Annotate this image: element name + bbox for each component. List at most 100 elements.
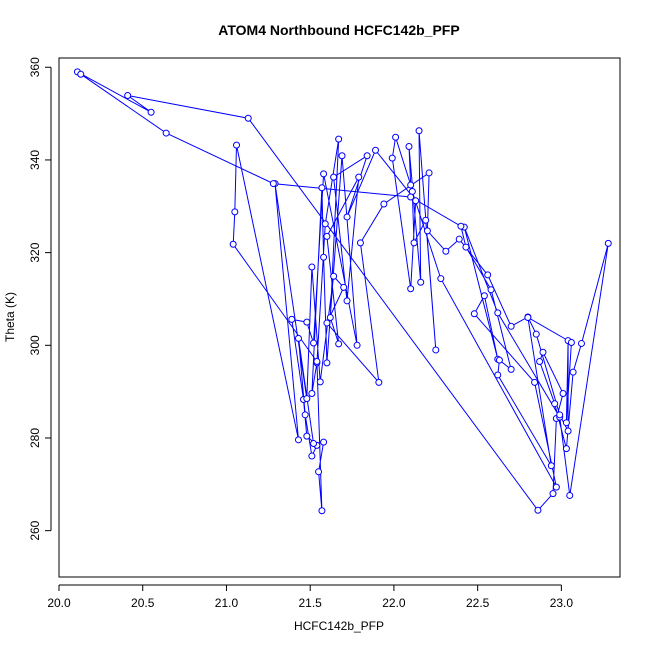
data-point [407,285,415,293]
data-point [423,227,431,235]
y-tick-label: 260 [28,520,42,540]
data-point [269,180,277,188]
data-point [415,127,423,135]
data-point [547,462,555,470]
x-axis-label: HCFC142b_PFP [294,619,384,633]
data-point [559,389,567,397]
data-point [551,400,559,408]
series-markers [73,68,612,515]
data-point [569,368,577,376]
data-point [536,358,544,366]
y-axis: 260 280 300 320 340 360 [28,57,52,541]
data-point [480,292,488,300]
data-point [323,232,331,240]
data-point [417,278,425,286]
data-point [388,154,396,162]
data-point [310,339,318,347]
data-point [577,339,585,347]
y-axis-label: Theta (K) [3,292,17,342]
data-point [494,309,502,317]
data-point [335,340,343,348]
data-point [487,286,495,294]
data-point [310,440,318,448]
data-point [335,135,343,143]
data-point [407,181,415,189]
data-point [343,297,351,305]
data-point [162,129,170,137]
data-point [124,92,132,100]
data-point [330,272,338,280]
data-point [484,271,492,279]
data-point [323,359,331,367]
data-point [316,378,324,386]
data-point [494,371,502,379]
data-point [315,468,323,476]
data-point [432,346,440,354]
data-point [231,208,239,216]
data-point [301,411,309,419]
data-point [532,330,540,338]
data-point [412,197,420,205]
x-tick-label: 20.5 [131,596,155,610]
data-point [313,358,321,366]
data-point [507,365,515,373]
data-point [380,200,388,208]
data-point [355,173,363,181]
data-point [353,341,361,349]
data-point [457,222,465,230]
data-point [323,319,331,327]
data-point [437,275,445,283]
data-point [442,247,450,255]
x-tick-label: 21.0 [215,596,239,610]
data-point [77,70,85,78]
x-tick-label: 22.0 [382,596,406,610]
data-point [372,146,380,154]
data-point [318,507,326,515]
data-point [455,235,463,243]
data-point [410,239,418,247]
y-tick-label: 320 [28,242,42,262]
data-point [308,263,316,271]
x-tick-label: 21.5 [299,596,323,610]
data-point [320,170,328,178]
data-point [407,193,415,201]
y-tick-label: 340 [28,150,42,170]
data-point [564,427,572,435]
data-point [507,322,515,330]
series-path [77,71,609,512]
data-point [363,152,371,160]
data-point [566,491,574,499]
data-point [318,184,326,192]
data-point [303,318,311,326]
data-point [567,339,575,347]
data-point [326,314,334,321]
chart-title: ATOM4 Northbound HCFC142b_PFP [218,22,459,38]
data-point [462,243,470,251]
data-point [288,315,296,323]
x-tick-label: 20.0 [47,596,71,610]
data-point [321,220,329,228]
data-point [308,452,316,460]
data-point [524,314,532,321]
data-point [470,310,478,318]
data-point [338,152,346,160]
x-axis: 20.0 20.5 21.0 21.5 22.0 22.5 23.0 [47,584,573,610]
data-point [356,239,364,247]
data-point [495,356,503,364]
data-point [320,438,328,446]
data-point [303,395,311,403]
data-point [562,419,570,427]
data-point [534,506,542,514]
data-point [556,411,564,419]
data-point [294,334,302,342]
data-point [320,253,328,261]
data-point [244,114,252,122]
y-tick-label: 300 [28,335,42,355]
data-point [294,436,302,444]
data-point [303,432,311,440]
y-tick-label: 360 [28,57,42,77]
data-point [539,348,547,356]
data-point [375,378,383,386]
data-point [531,378,539,386]
